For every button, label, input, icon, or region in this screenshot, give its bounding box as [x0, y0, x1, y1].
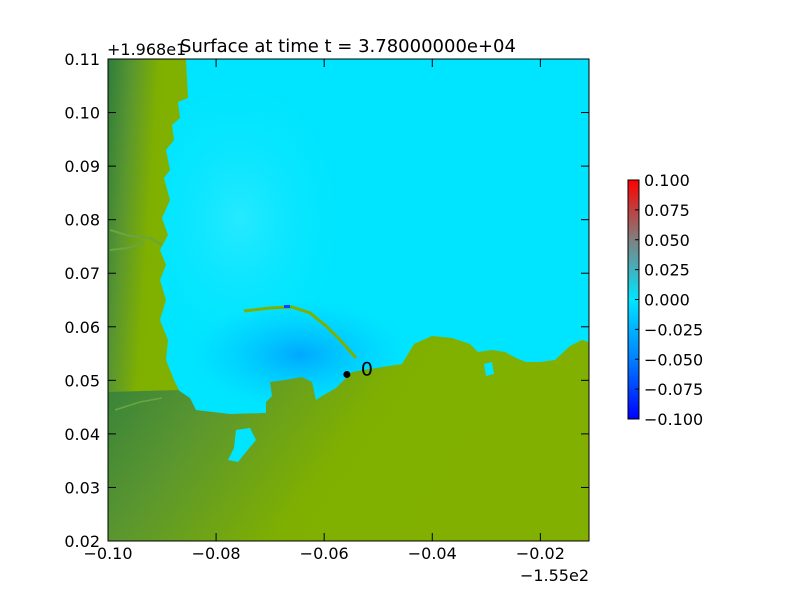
y-tick-label: 0.09 — [64, 157, 100, 176]
inlet — [484, 362, 494, 376]
y-offset-label: +1.968e1 — [107, 40, 186, 59]
y-tick-label: 0.04 — [64, 425, 100, 444]
y-axis: 0.02 0.03 0.04 0.05 0.06 0.07 0.08 0.09 0.10 0.11 — [64, 50, 589, 551]
y-tick-label: 0.05 — [64, 371, 100, 390]
river-channel — [109, 229, 163, 246]
inlet — [228, 428, 256, 462]
x-tick-label: −0.04 — [408, 544, 457, 563]
y-tick-label: 0.07 — [64, 264, 100, 283]
x-tick-label: −0.10 — [83, 544, 132, 563]
colorbar-tick-label: 0.025 — [644, 261, 690, 280]
y-tick-label: 0.03 — [64, 478, 100, 497]
y-tick-label: 0.08 — [64, 211, 100, 230]
x-tick-label: −0.02 — [516, 544, 565, 563]
colorbar-tick-label: −0.100 — [644, 410, 703, 429]
x-tick-label: −0.06 — [300, 544, 349, 563]
y-tick-label: 0.02 — [64, 532, 100, 551]
x-tick-label: −0.08 — [192, 544, 241, 563]
colorbar-axis: 0.100 0.075 0.050 0.025 0.000 −0.025 −0.050 −0.… — [635, 171, 703, 429]
colorbar-tick-label: 0.075 — [644, 201, 690, 220]
land-west — [108, 59, 188, 400]
colorbar-tick-label: 0.000 — [644, 291, 690, 310]
gauge-marker — [343, 370, 351, 378]
colorbar-tick-label: −0.025 — [644, 320, 703, 339]
river-channel — [109, 241, 146, 251]
x-axis: −0.10 −0.08 −0.06 −0.04 −0.02 — [83, 59, 565, 563]
wavefront-streak — [243, 305, 358, 359]
colorbar-tick-label: 0.100 — [644, 171, 690, 190]
y-tick-label: 0.06 — [64, 318, 100, 337]
heatmap-field — [108, 59, 589, 541]
river-channel — [114, 397, 163, 411]
water-shade — [130, 70, 350, 370]
low-surface-spot — [284, 305, 290, 308]
land-south — [108, 336, 589, 541]
chart-title: Surface at time t = 3.78000000e+04 — [180, 36, 516, 57]
plot-frame — [107, 58, 590, 542]
colorbar-tick-label: 0.050 — [644, 231, 690, 250]
colorbar-tick-label: −0.075 — [644, 380, 703, 399]
y-tick-label: 0.10 — [64, 104, 100, 123]
colorbar-tick-label: −0.050 — [644, 350, 703, 369]
y-tick-label: 0.11 — [64, 50, 100, 69]
x-offset-label: −1.55e2 — [520, 566, 589, 585]
gauge-label: 0 — [361, 358, 373, 380]
